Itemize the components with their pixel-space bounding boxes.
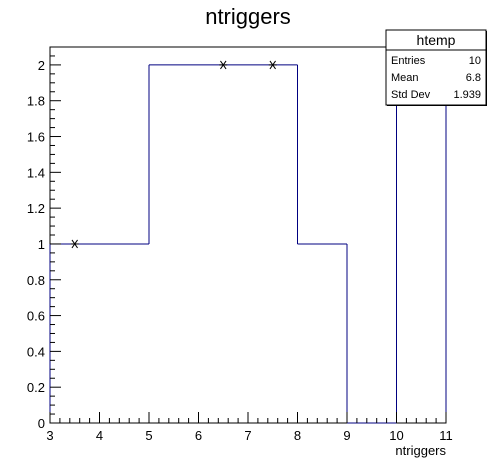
data-marker xyxy=(219,60,228,70)
x-tick-label: 5 xyxy=(145,428,152,443)
data-marker xyxy=(70,239,79,249)
stats-row-label: Std Dev xyxy=(391,89,431,101)
y-tick-label: 1.6 xyxy=(27,130,45,145)
x-tick-label: 9 xyxy=(343,428,350,443)
y-tick-label: 1.4 xyxy=(27,165,45,180)
x-tick-label: 8 xyxy=(294,428,301,443)
stats-row-value: 1.939 xyxy=(453,89,481,101)
y-tick-label: 1.8 xyxy=(27,94,45,109)
marker-stroke xyxy=(220,60,227,70)
x-tick-label: 3 xyxy=(46,428,53,443)
y-tick-label: 0 xyxy=(38,416,45,431)
marker-stroke xyxy=(71,239,78,249)
data-marker xyxy=(268,60,277,70)
chart-title: ntriggers xyxy=(205,4,291,29)
stats-row-value: 10 xyxy=(469,55,481,67)
y-tick-label: 2 xyxy=(38,58,45,73)
y-tick-label: 0.4 xyxy=(27,344,45,359)
plot-area: 3 4 5 6 7 8 9 10 11 0 0.2 0.4 0.6 0.8 1 1.2 1.4 1.6 1.8 2 nt… xyxy=(27,46,453,458)
stats-row-label: Mean xyxy=(391,72,419,84)
stats-box-title: htemp xyxy=(417,32,456,48)
x-tick-label: 10 xyxy=(389,428,403,443)
marker-stroke xyxy=(269,60,276,70)
stats-box-frame xyxy=(385,29,487,106)
x-axis-title: ntriggers xyxy=(395,443,446,458)
stats-box: htemp Entries 10 Mean 6.8 Std Dev 1.939 xyxy=(385,29,487,106)
x-tick-label: 7 xyxy=(244,428,251,443)
x-tick-label: 11 xyxy=(439,428,453,443)
y-tick-label: 0.8 xyxy=(27,273,45,288)
stats-row-label: Entries xyxy=(391,55,426,67)
x-tick-label: 4 xyxy=(96,428,103,443)
y-tick-label: 0.6 xyxy=(27,309,45,324)
x-tick-label: 6 xyxy=(195,428,202,443)
y-tick-label: 1 xyxy=(38,237,45,252)
y-tick-label: 0.2 xyxy=(27,380,45,395)
stats-row-value: 6.8 xyxy=(466,72,481,84)
y-tick-label: 1.2 xyxy=(27,201,45,216)
